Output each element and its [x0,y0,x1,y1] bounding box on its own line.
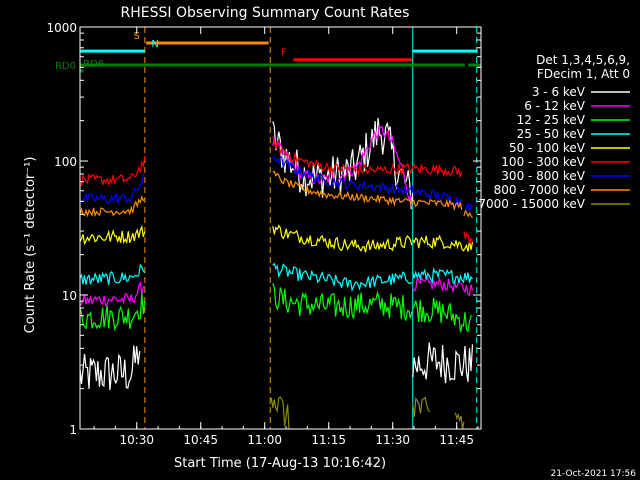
flag-label-n: N [151,39,158,50]
legend-label-7: 800 - 7000 keV [494,183,586,197]
series-2-segment-1 [272,283,413,321]
series-2-segment-0 [80,293,146,332]
series-1 [80,124,474,307]
x-tick-label-0: 10:30 [119,433,154,447]
series-7-segment-2 [463,209,473,219]
series-3-segment-0 [80,263,146,286]
series-4 [80,224,474,253]
legend-label-2: 12 - 25 keV [517,113,586,127]
series-2 [80,283,473,333]
plot-frame [79,26,482,430]
series-1-segment-2 [412,276,474,297]
x-tick-label-4: 11:30 [375,433,410,447]
series-3-segment-1 [272,262,413,292]
series-8-segment-2 [454,412,465,429]
chart-title: RHESSI Observing Summary Count Rates [121,5,410,21]
legend-label-1: 6 - 12 keV [524,99,586,113]
y-axis-label: Count Rate (s⁻¹ detector⁻¹) [23,157,38,334]
x-tick-label-1: 10:45 [183,433,218,447]
legend-header-line-1: Det 1,3,4,5,6,9, [536,53,630,67]
x-tick-label-2: 11:00 [247,433,282,447]
legend-label-4: 50 - 100 keV [509,141,586,155]
flag-label-rd0: RD0 [55,61,76,72]
legend-label-0: 3 - 6 keV [532,85,586,99]
series-8-segment-0 [269,396,290,429]
series-2-segment-2 [412,297,473,333]
x-tick-label-5: 11:45 [439,433,474,447]
series-8 [269,396,465,429]
y-tick-label-3: 1000 [46,21,77,35]
flag-label-rd6: RD6 [83,59,104,70]
legend-label-5: 100 - 300 keV [501,155,585,169]
series-3-segment-2 [412,266,473,284]
series-6-segment-0 [80,174,145,205]
series-5 [80,136,474,245]
x-axis-label: Start Time (17-Aug-13 10:16:42) [174,456,386,471]
legend-label-3: 25 - 50 keV [517,127,586,141]
flag-label-s: S [134,31,140,42]
axes: RD0 10:30 10:45 11:00 11:15 11:30 11:45 1 10 100 1… [46,21,482,447]
series-8-segment-1 [412,396,431,417]
series-5-segment-0 [80,155,146,187]
series-1-segment-1 [272,124,413,208]
legend-label-6: 300 - 800 keV [501,169,585,183]
series-7-segment-0 [80,195,146,218]
series-4-segment-2 [412,234,474,252]
series-3 [80,262,473,292]
y-tick-label-1: 10 [62,289,77,303]
series-5-segment-1 [272,136,463,179]
legend-header-line-2: FDecim 1, Att 0 [537,67,630,81]
plot-area: SN F RD6 [80,27,481,429]
y-tick-label-0: 1 [69,423,77,437]
plot-content: SN F RD6 [80,27,481,429]
footer-timestamp: 21-Oct-2021 17:56 [551,469,637,479]
series-0-segment-2 [412,342,474,384]
series-5-segment-2 [463,231,474,245]
series-1-segment-0 [80,281,146,307]
flag-label-f: F [281,48,287,59]
series-7-segment-1 [272,170,463,212]
x-tick-label-3: 11:15 [311,433,346,447]
series-7 [80,170,473,219]
series-4-segment-1 [272,224,413,253]
series-0-segment-0 [80,345,141,391]
y-tick-label-2: 100 [54,155,77,169]
series-4-segment-0 [80,224,146,246]
legend-label-8: 7000 - 15000 keV [478,197,585,211]
